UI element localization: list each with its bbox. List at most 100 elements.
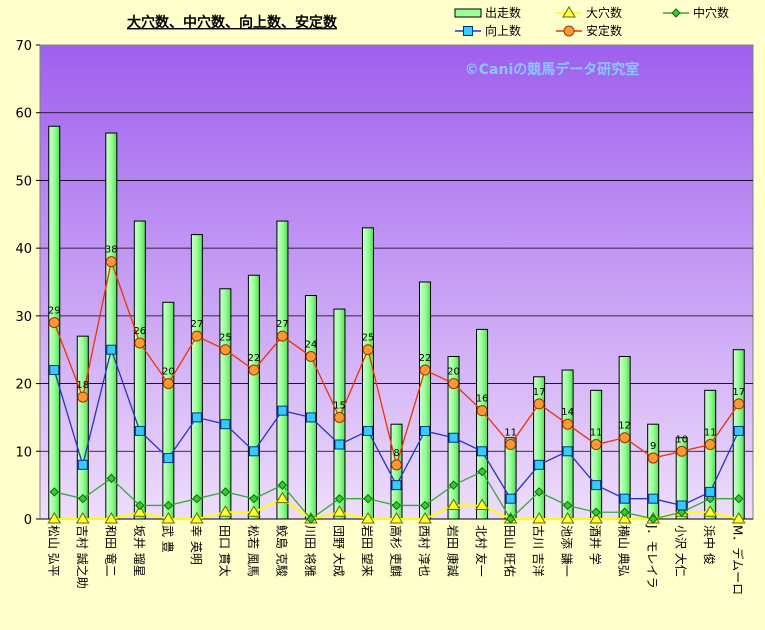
point-向上数 [391, 480, 402, 491]
point-向上数 [277, 405, 288, 416]
point-大穴数 [389, 512, 404, 524]
data-label: 17 [533, 387, 546, 398]
bar-出走数 [162, 301, 175, 520]
data-label: 29 [48, 306, 61, 317]
y-tick-label: 70 [15, 39, 32, 54]
data-label: 27 [276, 319, 289, 330]
point-向上数 [477, 446, 488, 457]
point-安定数 [448, 378, 460, 390]
data-label: 17 [732, 387, 745, 398]
point-安定数 [391, 459, 402, 471]
point-向上数 [619, 493, 630, 504]
point-向上数 [248, 446, 259, 457]
data-label: 10 [675, 434, 688, 445]
point-中穴数 [106, 473, 117, 484]
point-大穴数 [532, 512, 546, 524]
data-label: 16 [476, 394, 489, 405]
point-中穴数 [448, 480, 459, 490]
point-安定数 [77, 391, 89, 403]
point-大穴数 [75, 512, 90, 524]
x-tick-label: M．デムーロ [731, 525, 746, 595]
point-向上数 [505, 493, 516, 504]
x-tick-label: 岩田 望来 [360, 525, 375, 577]
point-中穴数 [591, 507, 601, 517]
x-tick-label: 横山 典弘 [617, 525, 631, 577]
x-tick-label: 鮫島 克駿 [274, 525, 289, 577]
data-label: 22 [248, 353, 261, 364]
bar-出走数 [247, 274, 260, 520]
legend-label: 大穴数 [586, 5, 622, 20]
point-安定数 [305, 350, 317, 362]
point-中穴数 [420, 500, 430, 511]
point-安定数 [276, 330, 288, 342]
y-axis-ticks: 0 10 20 30 40 50 60 70 [15, 39, 753, 528]
data-label: 38 [105, 245, 118, 256]
bar-出走数 [133, 220, 146, 520]
point-安定数 [134, 337, 146, 349]
data-labels: 29 18 38 26 20 27 25 22 27 24 15 25 8 22 20 16 11 17 14 11 1… [48, 245, 745, 459]
x-tick-label: 浜中 俊 [702, 525, 717, 565]
point-向上数 [134, 425, 145, 436]
point-向上数 [163, 453, 174, 464]
point-向上数 [448, 432, 459, 443]
x-tick-label: 坂井 瑠星 [132, 525, 146, 577]
point-安定数 [562, 418, 574, 430]
point-中穴数 [534, 487, 544, 497]
bar-出走数 [533, 376, 546, 520]
point-大穴数 [361, 512, 375, 524]
point-中穴数 [648, 514, 658, 524]
point-大穴数 [275, 491, 290, 504]
point-中穴数 [135, 500, 145, 511]
point-安定数 [619, 432, 631, 444]
bar-出走数 [190, 234, 203, 520]
x-tick-label: 団野 大成 [331, 525, 345, 577]
bar-出走数 [561, 369, 574, 520]
x-tick-label: 田山 旺佑 [503, 525, 517, 577]
point-安定数 [333, 411, 345, 423]
point-向上数 [676, 500, 687, 511]
legend-marker [563, 25, 575, 37]
line-series [47, 256, 746, 524]
point-安定数 [48, 317, 60, 329]
data-label: 14 [561, 407, 574, 418]
point-向上数 [705, 486, 716, 497]
point-向上数 [562, 446, 573, 457]
x-tick-label: 武 豊 [160, 525, 174, 553]
point-安定数 [676, 445, 688, 457]
point-向上数 [220, 419, 231, 430]
x-tick-label: 川田 将雅 [303, 525, 318, 577]
data-label: 18 [76, 380, 89, 391]
point-中穴数 [477, 466, 487, 477]
point-大穴数 [332, 505, 347, 517]
point-向上数 [534, 459, 545, 470]
bar-出走数 [419, 281, 432, 520]
point-中穴数 [334, 493, 345, 504]
legend-swatch-bar [454, 8, 482, 18]
bar-出走数 [590, 389, 603, 520]
point-大穴数 [731, 512, 746, 524]
data-label: 24 [305, 339, 318, 350]
x-tick-label: 岩田 康誠 [446, 525, 461, 577]
point-安定数 [219, 344, 231, 356]
point-向上数 [106, 344, 117, 355]
point-大穴数 [475, 498, 489, 510]
point-向上数 [648, 493, 659, 504]
y-tick-label: 30 [15, 310, 32, 325]
bar-出走数 [276, 220, 289, 520]
x-tick-label: 幸 英明 [189, 525, 203, 565]
y-tick-label: 0 [24, 513, 32, 528]
legend-label: 出走数 [485, 5, 521, 20]
point-安定数 [248, 364, 260, 376]
data-label: 20 [162, 367, 175, 378]
legend-marker [562, 6, 576, 18]
point-安定数 [733, 398, 745, 410]
data-label: 15 [333, 400, 346, 411]
point-安定数 [105, 256, 117, 268]
data-label: 20 [447, 367, 460, 378]
point-向上数 [334, 439, 345, 450]
point-中穴数 [277, 480, 288, 490]
point-中穴数 [619, 507, 630, 517]
x-tick-label: 古川 吉洋 [531, 525, 546, 577]
point-中穴数 [78, 493, 88, 504]
point-中穴数 [306, 514, 316, 524]
